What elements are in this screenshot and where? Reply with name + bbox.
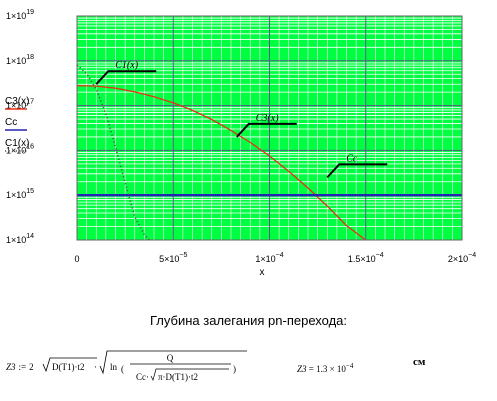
unit-label: см xyxy=(413,356,426,368)
annotation-label: Cc xyxy=(346,153,358,164)
annotation-label: C3(x) xyxy=(256,113,279,124)
svg-text:Cc·: Cc· xyxy=(136,372,149,382)
depth-formula: Z3:= 2 D(T1)·t2 · ln ( Q Cc· π·D(T1)·t2 ) xyxy=(6,350,247,382)
y-tick-label: 1×1014 xyxy=(6,233,34,245)
y-tick-label: 1×1019 xyxy=(6,9,34,21)
svg-text:(: ( xyxy=(121,364,124,374)
concentration-chart: 1×10141×10151×10161×10171×10181×101905×1… xyxy=(5,9,476,278)
x-tick-label: 0 xyxy=(74,254,79,264)
plot-border xyxy=(76,15,463,241)
sqrt-inner: D(T1)·t2 xyxy=(52,362,85,372)
depth-caption: Глубина залегания pn-перехода: xyxy=(149,313,347,328)
svg-text:ln: ln xyxy=(110,362,118,372)
annotation-leader xyxy=(326,163,388,179)
series-line-c1-x xyxy=(76,64,150,241)
svg-text:Z3:=2: Z3:= 2 xyxy=(6,362,34,372)
legend: C3(x) Cc C1(x) xyxy=(5,96,29,152)
legend-label: Cc xyxy=(5,117,17,128)
svg-text:·: · xyxy=(94,362,97,372)
x-tick-label: 5×10−5 xyxy=(159,252,187,264)
annotation-leader xyxy=(236,122,297,138)
annotation-leader xyxy=(95,70,157,85)
svg-text:Q: Q xyxy=(167,353,174,363)
y-tick-label: 1×1018 xyxy=(6,54,34,66)
svg-text:): ) xyxy=(233,364,236,374)
x-tick-label: 2×10−4 xyxy=(448,252,476,264)
x-tick-label: 1×10−4 xyxy=(255,252,283,264)
formula-lhs: Z3 xyxy=(6,362,16,372)
grid xyxy=(76,15,463,241)
series-group xyxy=(76,64,462,241)
series-line-c3-x xyxy=(76,84,367,241)
annotations: C1(x) C3(x) Cc xyxy=(95,60,388,179)
legend-label: C3(x) xyxy=(5,96,29,107)
x-axis-label: x xyxy=(260,267,265,278)
svg-text:π·D(T1)·t2: π·D(T1)·t2 xyxy=(158,372,198,382)
result-lhs: Z3 xyxy=(297,364,307,374)
y-tick-label: 1×1015 xyxy=(6,188,34,200)
depth-result: Z3 = 1.3 × 10−4 xyxy=(297,362,354,374)
x-tick-label: 1.5×10−4 xyxy=(348,252,384,264)
legend-label: C1(x) xyxy=(5,138,29,149)
annotation-label: C1(x) xyxy=(115,60,138,71)
